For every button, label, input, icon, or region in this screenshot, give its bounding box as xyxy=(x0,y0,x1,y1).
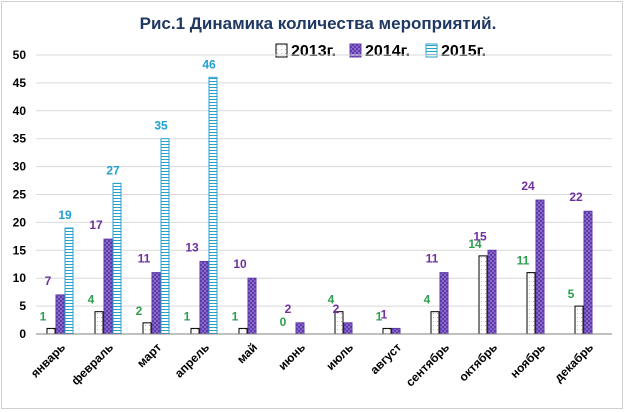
y-tick-label: 15 xyxy=(13,243,27,257)
legend-swatch-2014г. xyxy=(349,43,362,58)
y-tick-label: 40 xyxy=(13,104,27,118)
data-label-2015г.-март: 35 xyxy=(154,119,168,133)
x-tick-label: март xyxy=(134,340,164,370)
data-label-2015г.-январь: 19 xyxy=(58,208,72,222)
legend-swatch-2015г. xyxy=(425,43,438,58)
y-tick-label: 30 xyxy=(13,160,27,174)
chart-title: Рис.1 Динамика количества мероприятий. xyxy=(140,14,497,33)
bar-2013г.-октябрь xyxy=(478,255,488,335)
data-label-2013г.-март: 2 xyxy=(136,304,143,318)
data-label-2014г.-март: 11 xyxy=(138,252,151,266)
bar-2014г.-май xyxy=(247,277,257,335)
data-label-2013г.-октябрь: 14 xyxy=(468,237,482,251)
data-label-2013г.-январь: 1 xyxy=(40,309,47,323)
bar-2014г.-сентябрь xyxy=(439,272,449,335)
data-label-2014г.-сентябрь: 11 xyxy=(426,252,439,266)
x-tick-label: сентябрь xyxy=(403,340,452,389)
x-tick-label: декабрь xyxy=(552,340,597,385)
bar-2015г.-январь xyxy=(64,227,74,335)
data-label-2013г.-декабрь: 5 xyxy=(568,287,575,301)
data-label-2014г.-август: 1 xyxy=(381,307,388,321)
bar-2014г.-февраль xyxy=(103,238,113,335)
y-tick-label: 50 xyxy=(13,48,27,62)
bar-2014г.-март xyxy=(151,272,161,335)
legend-swatch-2013г. xyxy=(275,43,288,58)
data-label-2014г.-февраль: 17 xyxy=(89,218,103,232)
data-label-2014г.-декабрь: 22 xyxy=(569,190,583,204)
x-tick-label: июль xyxy=(323,340,356,373)
y-tick-label: 25 xyxy=(13,188,27,202)
data-label-2015г.-февраль: 27 xyxy=(106,163,120,177)
bar-2015г.-апрель xyxy=(208,76,218,335)
bar-2014г.-апрель xyxy=(199,260,209,335)
x-tick-label: октябрь xyxy=(456,340,500,384)
bar-2013г.-сентябрь xyxy=(430,311,440,335)
x-tick-label: февраль xyxy=(68,340,116,388)
x-tick-label: апрель xyxy=(172,340,212,380)
data-label-2014г.-июль: 2 xyxy=(333,302,340,316)
bar-2013г.-февраль xyxy=(94,311,104,335)
legend-label: 2014г. xyxy=(365,43,410,60)
bar-2015г.-март xyxy=(160,138,170,335)
y-tick-label: 5 xyxy=(19,299,26,313)
y-tick-label: 0 xyxy=(19,327,26,341)
data-label-2013г.-май: 1 xyxy=(232,309,239,323)
data-label-2014г.-июнь: 2 xyxy=(285,302,292,316)
data-label-2014г.-апрель: 13 xyxy=(185,240,199,254)
bar-2013г.-апрель xyxy=(190,327,200,335)
data-label-2013г.-ноябрь: 11 xyxy=(517,254,530,268)
x-tick-label: август xyxy=(367,340,404,377)
bar-2014г.-декабрь xyxy=(583,210,593,335)
bar-2014г.-август xyxy=(391,327,401,335)
x-tick-label: май xyxy=(234,340,260,366)
legend-label: 2013г. xyxy=(291,43,336,60)
data-label-2013г.-август: 1 xyxy=(376,309,383,323)
data-label-2013г.-апрель: 1 xyxy=(184,309,191,323)
data-label-2013г.-февраль: 4 xyxy=(88,293,95,307)
y-tick-label: 10 xyxy=(13,271,27,285)
x-tick-label: ноябрь xyxy=(507,340,548,381)
data-label-2013г.-июнь: 0 xyxy=(280,315,287,329)
x-tick-label: июнь xyxy=(275,340,308,373)
bar-2013г.-ноябрь xyxy=(526,272,536,335)
bar-2014г.-июль xyxy=(343,322,353,335)
data-label-2013г.-сентябрь: 4 xyxy=(424,293,431,307)
bar-2014г.-ноябрь xyxy=(535,199,545,335)
bar-2014г.-июнь xyxy=(295,322,305,335)
y-tick-label: 45 xyxy=(13,76,27,90)
bar-2013г.-январь xyxy=(46,327,56,335)
data-label-2014г.-ноябрь: 24 xyxy=(521,179,535,193)
y-tick-label: 35 xyxy=(13,132,27,146)
bar-2013г.-декабрь xyxy=(574,305,584,335)
bar-2014г.-январь xyxy=(55,294,65,335)
x-tick-label: январь xyxy=(28,340,68,380)
data-label-2014г.-январь: 7 xyxy=(45,274,52,288)
y-tick-label: 20 xyxy=(13,215,27,229)
bar-2013г.-май xyxy=(238,327,248,335)
bar-2013г.-март xyxy=(142,322,152,335)
data-label-2014г.-октябрь: 15 xyxy=(473,229,487,243)
bar-2015г.-февраль xyxy=(112,182,122,335)
bar-2014г.-октябрь xyxy=(487,249,497,335)
data-label-2013г.-июль: 4 xyxy=(328,293,335,307)
data-label-2015г.-апрель: 46 xyxy=(202,57,216,71)
bar-2013г.-август xyxy=(382,327,392,335)
data-label-2014г.-май: 10 xyxy=(233,257,247,271)
legend-label: 2015г. xyxy=(441,43,486,60)
